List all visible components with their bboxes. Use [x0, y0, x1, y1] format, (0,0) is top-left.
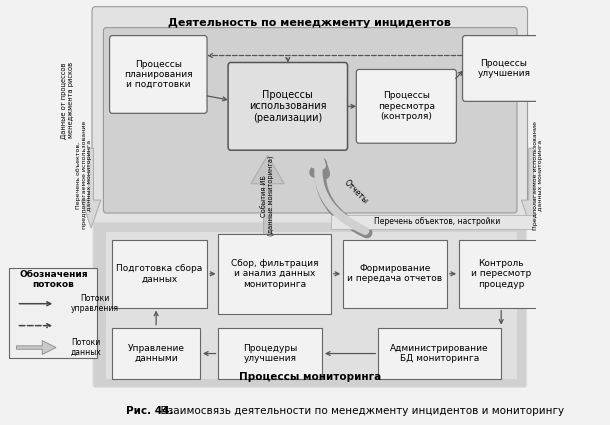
Text: Администрирование
БД мониторинга: Администрирование БД мониторинга [390, 344, 489, 363]
Text: Процессы
использования
(реализации): Процессы использования (реализации) [249, 90, 326, 123]
FancyBboxPatch shape [378, 328, 501, 380]
Text: Перечень объектов, настройки: Перечень объектов, настройки [374, 218, 500, 227]
FancyBboxPatch shape [331, 215, 544, 229]
FancyBboxPatch shape [356, 69, 456, 143]
FancyBboxPatch shape [10, 268, 97, 357]
Text: Процедуры
улучшения: Процедуры улучшения [243, 344, 298, 363]
Text: Контроль
и пересмотр
процедур: Контроль и пересмотр процедур [471, 259, 531, 289]
Polygon shape [82, 148, 101, 228]
Text: Данные от процессов
менеджмента рисков: Данные от процессов менеджмента рисков [61, 62, 74, 139]
FancyBboxPatch shape [112, 240, 207, 308]
FancyBboxPatch shape [106, 232, 517, 380]
Polygon shape [16, 340, 56, 354]
Text: События ИБ
(данные мониторинга): События ИБ (данные мониторинга) [261, 156, 274, 236]
Text: Деятельность по менеджменту инцидентов: Деятельность по менеджменту инцидентов [168, 17, 451, 28]
Polygon shape [522, 148, 540, 228]
Text: Управление
данными: Управление данными [127, 344, 185, 363]
Text: Рис. 44.: Рис. 44. [126, 406, 174, 416]
Text: Предполагаемое использование
данных мониторинга: Предполагаемое использование данных мони… [533, 121, 544, 230]
FancyBboxPatch shape [218, 234, 331, 314]
Polygon shape [251, 155, 284, 237]
Text: Обозначения
потоков: Обозначения потоков [19, 270, 88, 289]
Text: Подготовка сбора
данных: Подготовка сбора данных [117, 264, 203, 283]
Text: Процессы
планирования
и подготовки: Процессы планирования и подготовки [124, 60, 193, 89]
FancyBboxPatch shape [459, 240, 544, 308]
FancyBboxPatch shape [343, 240, 447, 308]
Text: Потоки
управления: Потоки управления [71, 294, 119, 313]
Text: Процессы
пересмотра
(контроля): Процессы пересмотра (контроля) [378, 91, 435, 121]
FancyBboxPatch shape [110, 36, 207, 113]
FancyBboxPatch shape [104, 28, 517, 213]
FancyBboxPatch shape [92, 7, 528, 224]
Text: Процессы
улучшения: Процессы улучшения [477, 59, 530, 78]
Text: Перечень объектов,
предполагаемое использование
данных мониторинга: Перечень объектов, предполагаемое исполь… [76, 121, 92, 229]
FancyBboxPatch shape [93, 222, 526, 388]
Text: Сбор, фильтрация
и анализ данных
мониторинга: Сбор, фильтрация и анализ данных монитор… [231, 259, 318, 289]
Text: Отчеты: Отчеты [343, 178, 370, 206]
FancyBboxPatch shape [112, 328, 200, 380]
Text: Процессы мониторинга: Процессы мониторинга [239, 372, 381, 382]
Text: Потоки
данных: Потоки данных [71, 338, 102, 357]
FancyBboxPatch shape [228, 62, 348, 150]
Text: Взаимосвязь деятельности по менеджменту инцидентов и мониторингу: Взаимосвязь деятельности по менеджменту … [154, 406, 564, 416]
FancyBboxPatch shape [218, 328, 322, 380]
Text: Формирование
и передача отчетов: Формирование и передача отчетов [347, 264, 442, 283]
FancyBboxPatch shape [462, 36, 545, 102]
